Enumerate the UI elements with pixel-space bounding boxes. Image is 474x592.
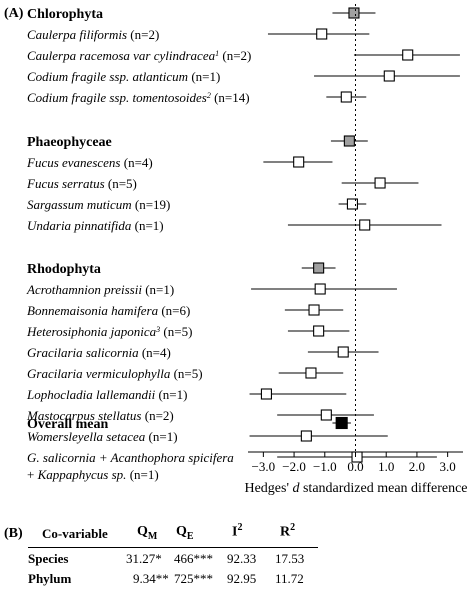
- x-tick-label: 0.0: [347, 459, 363, 474]
- row-codium-fragile-ssp-atlanticum-point: [383, 70, 395, 82]
- cell-species-i2: 92.33: [227, 551, 257, 566]
- row-label-phylum: Phylum: [28, 571, 72, 586]
- row-gracilaria-salicornia-label: Gracilaria salicornia (n=4): [27, 345, 171, 360]
- x-tick-label: −2.0: [282, 459, 306, 474]
- row-codium-fragile-ssp-tomentosoides-point: [340, 91, 352, 103]
- row-caulerpa-racemosa-var-cylindracea-label: Caulerpa racemosa var cylindracea1 (n=2): [27, 48, 251, 63]
- header-qe: QE: [176, 524, 194, 542]
- row-gracilaria-salicornia-point: [337, 346, 349, 358]
- row-womersleyella-setacea-label: Womersleyella setacea (n=1): [27, 429, 178, 444]
- group-phaeophyceae-label: Phaeophyceae: [27, 135, 112, 150]
- header-covariable: Co-variable: [42, 526, 108, 541]
- row-acrothamnion-preissii-point: [314, 283, 326, 295]
- row-bonnemaisonia-hamifera-point: [308, 304, 320, 316]
- forest-rows: Chlorophyta Caulerpa filiformis (n=2) Caul…: [26, 4, 460, 482]
- x-tick-label: 2.0: [409, 459, 425, 474]
- header-qm: QM: [137, 524, 158, 542]
- row-undaria-pinnatifida-point: [359, 219, 371, 231]
- row-lophocladia-lallemandii-point: [260, 388, 272, 400]
- group-phaeophyceae-summary-point: [343, 135, 355, 147]
- row-bonnemaisonia-hamifera-label: Bonnemaisonia hamifera (n=6): [27, 303, 190, 318]
- row-caulerpa-racemosa-var-cylindracea-point: [402, 49, 414, 61]
- cell-species-qe: 466***: [174, 551, 213, 566]
- row-mastocarpus-stellatus-label: Mastocarpus stellatus (n=2): [26, 408, 174, 423]
- header-r2: R2: [280, 522, 296, 540]
- overall-mean-point: [335, 416, 348, 430]
- group-rhodophyta-label: Rhodophyta: [27, 262, 101, 277]
- row-undaria-pinnatifida-label: Undaria pinnatifida (n=1): [27, 218, 164, 233]
- row-heterosiphonia-japonica-label: Heterosiphonia japonica3 (n=5): [26, 324, 192, 339]
- row-codium-fragile-ssp-tomentosoides-label: Codium fragile ssp. tomentosoides2 (n=14…: [27, 90, 250, 105]
- table-rule: [28, 547, 318, 548]
- overall-mean-label: Overall mean: [27, 417, 108, 432]
- row-gracilaria-vermiculophylla-label: Gracilaria vermiculophylla (n=5): [27, 366, 203, 381]
- x-axis: −3.0 −2.0 −1.0 0.0 1.0 2.0 3.0: [248, 451, 463, 474]
- row-g-salicornia-acanthophora-spicifera-label: G. salicornia + Acanthophora spicifera: [27, 450, 234, 465]
- row-lophocladia-lallemandii-label: Lophocladia lallemandii (n=1): [26, 387, 187, 402]
- row-g-salicornia-acanthophora-spicifera-label-line2: + Kappaphycus sp. (n=1): [27, 467, 159, 482]
- header-i2: I2: [232, 522, 243, 540]
- row-fucus-evanescens-label: Fucus evanescens (n=4): [26, 155, 153, 170]
- group-chlorophyta-summary-point: [348, 7, 360, 19]
- group-chlorophyta-label: Chlorophyta: [27, 7, 103, 22]
- cell-phylum-qm: 9.34**: [133, 571, 169, 586]
- row-gracilaria-vermiculophylla-point: [305, 367, 317, 379]
- x-tick-label: −1.0: [313, 459, 337, 474]
- panel-b-label: (B): [4, 526, 23, 541]
- row-codium-fragile-ssp-atlanticum-label: Codium fragile ssp. atlanticum (n=1): [27, 69, 220, 84]
- cell-phylum-qe: 725***: [174, 571, 213, 586]
- row-mastocarpus-stellatus-point: [320, 409, 332, 421]
- row-fucus-serratus-point: [374, 177, 386, 189]
- row-sargassum-muticum-label: Sargassum muticum (n=19): [27, 197, 170, 212]
- x-tick-label: 3.0: [440, 459, 456, 474]
- cell-phylum-r2: 11.72: [275, 571, 304, 586]
- row-sargassum-muticum-point: [346, 198, 358, 210]
- forest-plot: (A) Chlorophyta Caulerpa filiformis (n=2)…: [4, 4, 468, 496]
- row-womersleyella-setacea-point: [300, 430, 312, 442]
- panel-a-label: (A): [4, 6, 24, 21]
- x-tick-label: 1.0: [378, 459, 394, 474]
- row-caulerpa-filiformis-label: Caulerpa filiformis (n=2): [27, 27, 159, 42]
- covariable-table: (B) Co-variable QM QE I2 R2 Species 31.2…: [0, 500, 474, 592]
- row-fucus-evanescens-point: [293, 156, 305, 168]
- row-fucus-serratus-label: Fucus serratus (n=5): [26, 176, 137, 191]
- row-caulerpa-filiformis-point: [316, 28, 328, 40]
- x-tick-label: −3.0: [252, 459, 276, 474]
- cell-phylum-i2: 92.95: [227, 571, 257, 586]
- row-label-species: Species: [28, 551, 69, 566]
- group-rhodophyta-summary-point: [313, 262, 325, 274]
- cell-species-qm: 31.27*: [126, 551, 162, 566]
- cell-species-r2: 17.53: [275, 551, 305, 566]
- x-axis-label: Hedges' d standardized mean difference: [244, 481, 467, 496]
- row-acrothamnion-preissii-label: Acrothamnion preissii (n=1): [26, 282, 174, 297]
- row-heterosiphonia-japonica-point: [313, 325, 325, 337]
